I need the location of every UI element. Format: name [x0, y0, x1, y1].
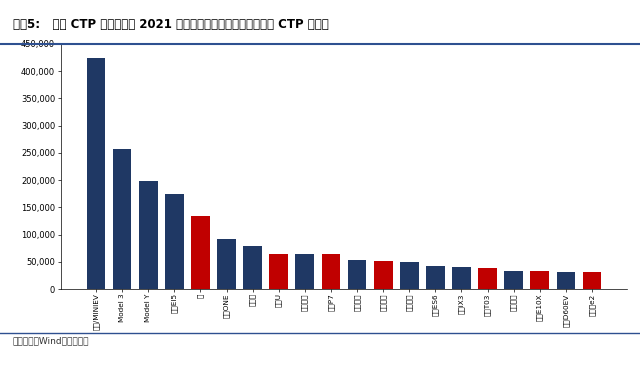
- Text: 资料来源：Wind，华泰研究: 资料来源：Wind，华泰研究: [13, 337, 90, 346]
- Bar: [557, 272, 575, 289]
- Bar: [321, 254, 340, 289]
- Bar: [426, 266, 445, 289]
- Bar: [531, 271, 549, 289]
- Text: 图表5:   搭载 CTP 电池的车型 2021 年国内销量（单位：辆，红色为 CTP 车型）: 图表5: 搭载 CTP 电池的车型 2021 年国内销量（单位：辆，红色为 CT…: [13, 18, 328, 31]
- Bar: [243, 246, 262, 289]
- Bar: [139, 181, 157, 289]
- Bar: [348, 260, 367, 289]
- Bar: [452, 267, 471, 289]
- Bar: [478, 268, 497, 289]
- Bar: [217, 239, 236, 289]
- Bar: [165, 194, 184, 289]
- Bar: [296, 254, 314, 289]
- Bar: [86, 57, 106, 289]
- Bar: [269, 254, 288, 289]
- Bar: [582, 272, 602, 289]
- Bar: [191, 216, 210, 289]
- Bar: [504, 270, 523, 289]
- Bar: [374, 261, 392, 289]
- Bar: [400, 262, 419, 289]
- Bar: [113, 149, 131, 289]
